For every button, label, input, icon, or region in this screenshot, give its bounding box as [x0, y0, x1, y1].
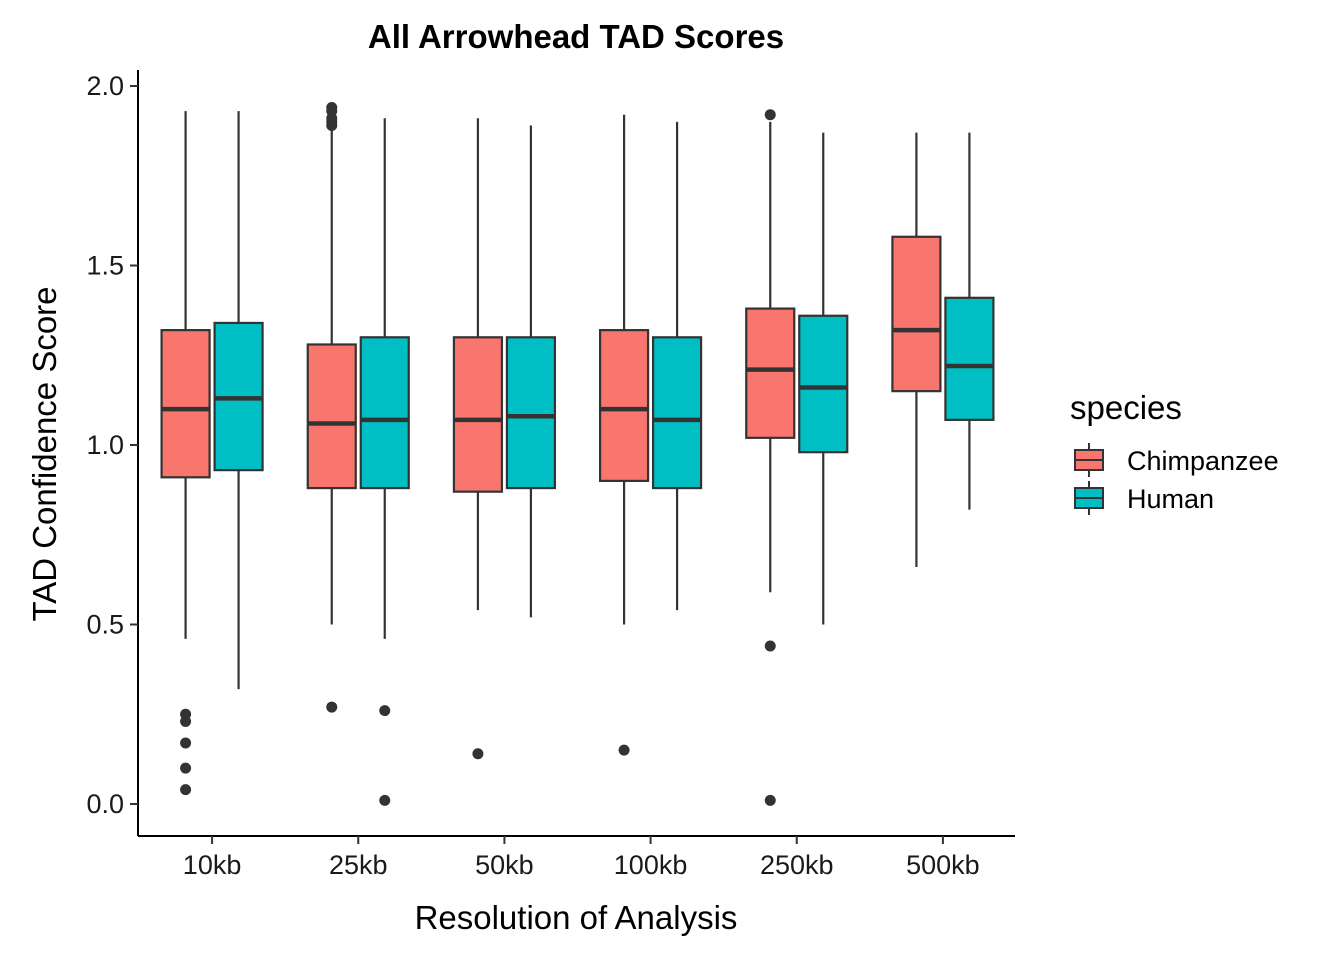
outlier-point [326, 119, 338, 131]
outlier-point [326, 701, 338, 713]
box-chimpanzee-100kb [598, 114, 650, 756]
outlier-point [379, 705, 391, 717]
axes: 0.0 0.5 1.0 1.5 2.0 10kb 25kb 50kb 100kb 250kb 500… [86, 70, 1015, 880]
outlier-point [472, 748, 484, 760]
plot-area [160, 102, 995, 806]
iqr-box [891, 235, 942, 393]
legend-label: Chimpanzee [1127, 446, 1279, 476]
box-chimpanzee-500kb [891, 132, 942, 568]
x-tick-label: 25kb [329, 850, 388, 880]
box-chimpanzee-10kb [160, 111, 211, 796]
x-axis-title: Resolution of Analysis [415, 899, 738, 936]
outlier-point [379, 794, 391, 806]
outlier-point [180, 737, 192, 749]
iqr-box [505, 336, 557, 490]
box-human-250kb [798, 132, 849, 625]
x-tick-label: 10kb [183, 850, 242, 880]
outlier-point [180, 762, 192, 774]
box-chimpanzee-250kb [745, 109, 796, 806]
y-axis-title: TAD Confidence Score [26, 286, 63, 621]
iqr-box [598, 329, 650, 482]
x-tick-label: 50kb [475, 850, 534, 880]
box-human-500kb [944, 132, 995, 510]
y-tick-label: 2.0 [86, 71, 124, 101]
legend-item-chimpanzee: Chimpanzee [1074, 443, 1279, 477]
iqr-box [160, 329, 211, 479]
legend: species Chimpanzee Human [1070, 389, 1279, 515]
outlier-point [180, 784, 192, 796]
box-human-100kb [651, 121, 703, 611]
x-tick-label: 100kb [614, 850, 688, 880]
box-human-50kb [505, 125, 557, 618]
box-chimpanzee-50kb [452, 118, 504, 760]
outlier-point [764, 640, 776, 652]
iqr-box [745, 307, 796, 439]
iqr-box [306, 343, 357, 490]
iqr-box [944, 296, 995, 421]
outlier-point [764, 109, 776, 121]
outlier-point [618, 744, 630, 756]
iqr-box [798, 314, 849, 454]
legend-item-human: Human [1074, 481, 1214, 515]
y-tick-label: 0.0 [86, 789, 124, 819]
iqr-box [452, 336, 504, 493]
legend-label: Human [1127, 484, 1214, 514]
legend-title: species [1070, 389, 1182, 426]
y-tick-label: 1.0 [86, 430, 124, 460]
iqr-box [359, 336, 410, 490]
box-human-25kb [359, 118, 410, 806]
box-chimpanzee-25kb [306, 102, 357, 713]
iqr-box [651, 336, 703, 490]
outlier-point [764, 794, 776, 806]
y-tick-label: 0.5 [86, 610, 124, 640]
chart-title: All Arrowhead TAD Scores [368, 18, 784, 55]
box-human-10kb [213, 111, 264, 690]
x-tick-label: 250kb [760, 850, 834, 880]
y-tick-label: 1.5 [86, 251, 124, 281]
x-tick-label: 500kb [906, 850, 980, 880]
outlier-point [180, 715, 192, 727]
